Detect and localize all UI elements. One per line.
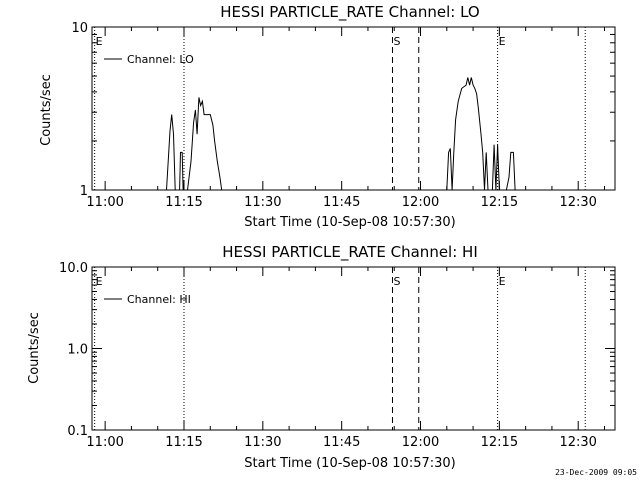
panel-hi-xtick-label: 11:00 — [86, 435, 123, 450]
panel-hi-xtick-label: 12:00 — [402, 435, 439, 450]
panel-lo-xtick-label: 12:00 — [402, 195, 439, 210]
panel-hi-ytick-label: 0.1 — [67, 424, 88, 439]
panel-hi-xtick-label: 11:30 — [244, 435, 281, 450]
panel-hi-legend-label: Channel: HI — [127, 293, 191, 306]
panel-hi-xtick-label: 12:30 — [559, 435, 596, 450]
panel-lo-series-line — [166, 77, 516, 191]
panel-lo-legend-label: Channel: LO — [127, 53, 194, 66]
panel-hi-marker-label: E — [499, 275, 506, 288]
panel-hi-xtick-label: 12:15 — [481, 435, 518, 450]
panel-lo-xtick-label: 11:45 — [323, 195, 360, 210]
panel-lo-xtick-label: 11:30 — [244, 195, 281, 210]
panel-hi-ylabel: Counts/sec — [27, 312, 42, 384]
panel-lo-marker-label: E — [96, 35, 103, 48]
panel-hi-title: HESSI PARTICLE_RATE Channel: HI — [222, 243, 478, 262]
panel-lo-xtick-label: 12:30 — [559, 195, 596, 210]
panel-hi-xtick-label: 11:15 — [165, 435, 202, 450]
panel-lo-marker-label: S — [393, 35, 400, 48]
footer-date: 23-Dec-2009 09:05 — [555, 468, 637, 477]
panel-lo-xtick-label: 11:15 — [165, 195, 202, 210]
panel-lo-xtick-label: 11:00 — [86, 195, 123, 210]
panel-lo-ytick-label: 1 — [80, 184, 88, 199]
panel-hi-ytick-label: 10.0 — [59, 261, 88, 276]
panel-hi-xlabel: Start Time (10-Sep-08 10:57:30) — [244, 456, 455, 471]
panel-hi-xtick-label: 11:45 — [323, 435, 360, 450]
panel-lo-ylabel: Counts/sec — [39, 74, 54, 146]
panel-lo-ytick-label: 10 — [71, 21, 88, 36]
panel-lo-title: HESSI PARTICLE_RATE Channel: LO — [220, 3, 479, 22]
panel-lo-xtick-label: 12:15 — [481, 195, 518, 210]
panel-lo-plot: 11:00 11:15 11:30 11:45 12:00 12:15 12:30 1 10 E S… — [71, 21, 616, 210]
panel-hi-marker-label: S — [393, 275, 400, 288]
panel-hi-marker-label: E — [96, 275, 103, 288]
panel-hi-plot: 11:00 11:15 11:30 11:45 12:00 12:15 12:30 0.1 1.… — [59, 261, 616, 450]
panel-lo-xlabel: Start Time (10-Sep-08 10:57:30) — [244, 215, 455, 230]
panel-lo-marker-label: E — [499, 35, 506, 48]
panel-hi-ytick-label: 1.0 — [67, 343, 88, 358]
